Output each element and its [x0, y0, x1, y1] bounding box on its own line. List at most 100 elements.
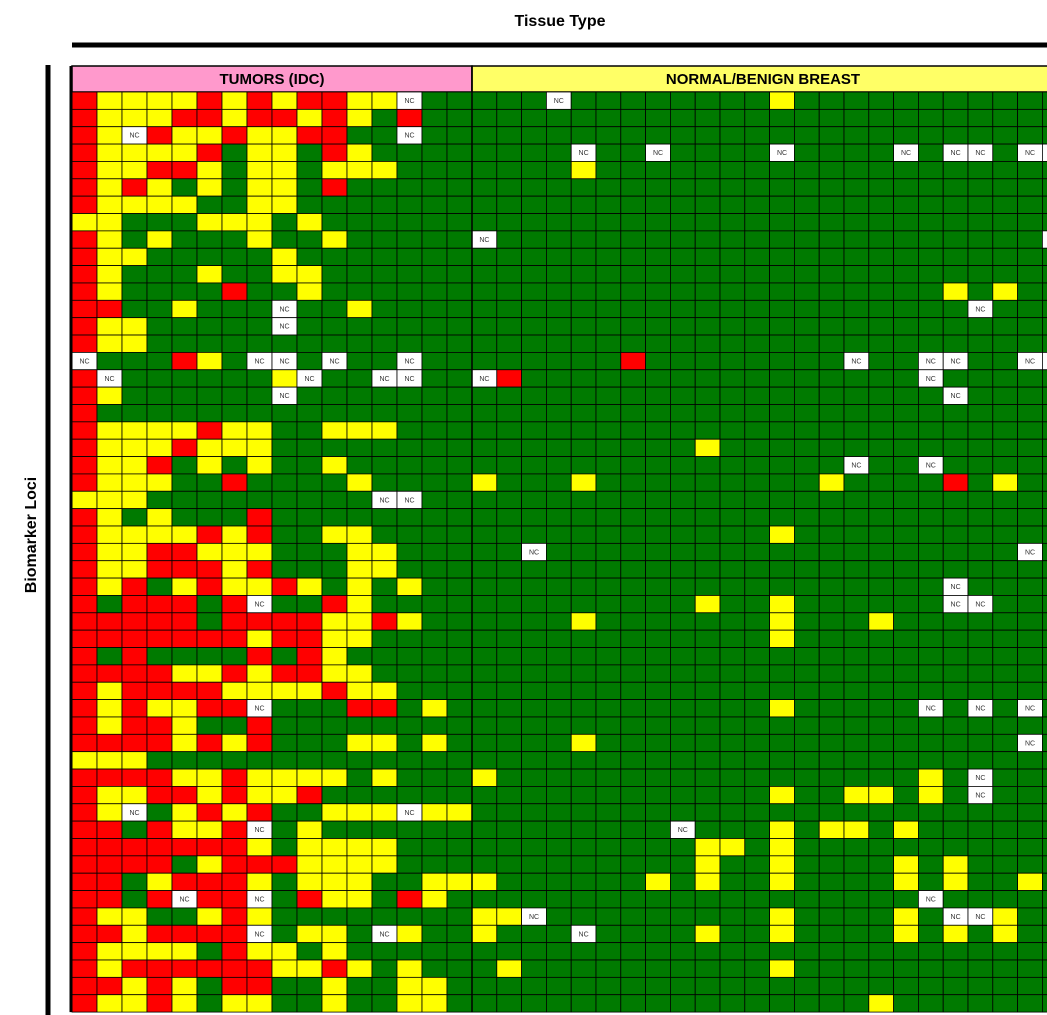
cell — [371, 629, 398, 648]
cell — [694, 924, 721, 944]
cell — [893, 924, 919, 944]
cell — [346, 265, 373, 284]
cell — [121, 456, 148, 475]
cell — [521, 959, 547, 978]
cell — [546, 299, 572, 319]
nc-label: NC — [975, 150, 985, 157]
cell — [868, 386, 894, 405]
cell — [196, 595, 223, 614]
cell — [296, 595, 323, 614]
cell — [96, 91, 123, 110]
cell — [893, 542, 919, 562]
cell — [620, 786, 646, 805]
cell — [843, 334, 870, 353]
cell — [868, 716, 894, 735]
cell — [893, 299, 919, 319]
cell — [271, 976, 298, 996]
cell — [992, 247, 1018, 267]
cell — [71, 803, 98, 822]
nc-label: NC — [329, 358, 339, 365]
cell — [918, 508, 944, 527]
cell — [546, 126, 572, 145]
cell — [71, 282, 98, 301]
cell — [620, 195, 646, 214]
cell — [918, 994, 944, 1013]
cell — [893, 751, 919, 770]
cell — [918, 404, 944, 423]
cell — [620, 924, 646, 944]
cell — [893, 838, 919, 857]
cell — [371, 820, 398, 839]
cell — [71, 768, 98, 787]
cell — [296, 820, 323, 839]
cell — [992, 230, 1018, 249]
cell — [371, 838, 398, 857]
nc-label: NC — [926, 376, 936, 383]
cell — [196, 230, 223, 249]
cell — [794, 230, 820, 249]
cell — [719, 768, 746, 787]
cell — [521, 265, 547, 284]
cell — [121, 108, 148, 128]
cell — [769, 525, 795, 544]
cell — [967, 456, 994, 475]
cell — [992, 733, 1018, 753]
cell — [694, 334, 721, 353]
cell — [744, 126, 770, 145]
cell — [918, 473, 944, 492]
cell — [967, 647, 994, 666]
cell — [967, 820, 994, 839]
cell — [121, 924, 148, 944]
cell — [71, 629, 98, 648]
cell — [346, 438, 373, 457]
cell — [421, 994, 448, 1013]
cell — [146, 386, 173, 405]
cell — [694, 838, 721, 857]
cell — [346, 699, 373, 718]
cell — [321, 612, 348, 631]
cell — [620, 143, 646, 162]
nc-label: NC — [678, 827, 688, 834]
cell — [296, 629, 323, 648]
cell — [296, 508, 323, 527]
cell — [521, 351, 547, 371]
cell — [321, 334, 348, 353]
cell — [670, 768, 696, 787]
cell — [196, 91, 223, 110]
cell — [396, 716, 423, 735]
nc-label: NC — [404, 358, 414, 365]
cell — [794, 542, 820, 562]
cell — [396, 681, 423, 700]
cell — [942, 647, 969, 666]
cell — [121, 351, 148, 371]
cell — [1042, 664, 1047, 683]
nc-label: NC — [951, 393, 961, 400]
cell — [967, 629, 994, 648]
cell — [296, 733, 323, 753]
cell — [645, 768, 671, 787]
cell — [1042, 681, 1047, 700]
cell — [670, 699, 696, 718]
cell — [670, 351, 696, 371]
cell — [521, 508, 547, 527]
cell — [521, 369, 547, 388]
cell — [146, 890, 173, 909]
cell — [396, 508, 423, 527]
cell — [96, 751, 123, 770]
cell — [71, 490, 98, 510]
cell — [868, 612, 894, 631]
cell — [396, 733, 423, 753]
cell — [818, 161, 845, 180]
cell — [496, 924, 522, 944]
cell — [321, 299, 348, 319]
cell — [446, 143, 473, 162]
cell — [296, 282, 323, 301]
cell — [71, 230, 98, 249]
cell — [893, 369, 919, 388]
cell — [196, 751, 223, 770]
cell — [346, 282, 373, 301]
cell — [719, 560, 746, 579]
cell — [744, 872, 770, 891]
cell — [670, 855, 696, 874]
cell — [694, 230, 721, 249]
